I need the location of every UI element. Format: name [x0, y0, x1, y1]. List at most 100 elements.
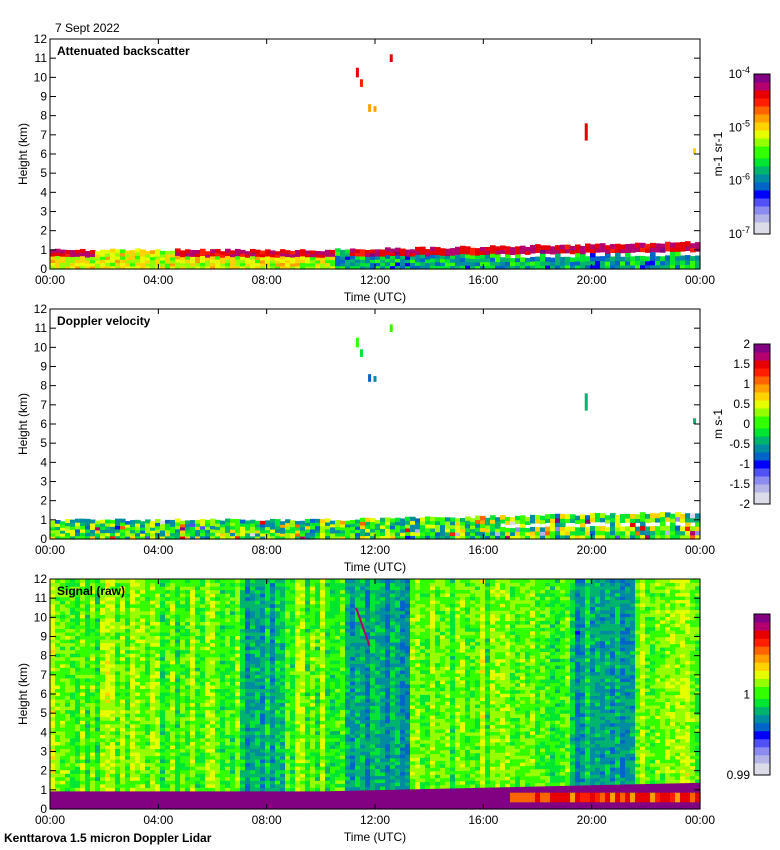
- heatmap-cell: [220, 526, 226, 531]
- heatmap-cell: [100, 649, 106, 654]
- heatmap-cell: [185, 748, 191, 753]
- heatmap-cell: [180, 660, 186, 665]
- heatmap-cell: [385, 254, 391, 259]
- heatmap-cell: [565, 260, 571, 266]
- heatmap-cell: [220, 730, 226, 735]
- y-tick-label: 8: [40, 379, 47, 393]
- heatmap-cell: [180, 670, 186, 675]
- heatmap-cell: [260, 259, 266, 264]
- heatmap-cell: [260, 586, 266, 591]
- heatmap-cell: [70, 691, 76, 697]
- heatmap-cell: [415, 257, 421, 263]
- heatmap-cell: [155, 259, 161, 264]
- heatmap-cell: [280, 702, 286, 707]
- heatmap-cell: [55, 610, 61, 615]
- heatmap-cell: [50, 259, 56, 264]
- heatmap-cell: [490, 265, 496, 270]
- heatmap-cell: [175, 723, 181, 728]
- heatmap-cell: [635, 247, 641, 253]
- heatmap-cell: [415, 521, 421, 526]
- heatmap-cell: [220, 699, 226, 704]
- heatmap-cell: [110, 262, 116, 267]
- heatmap-cell: [280, 741, 286, 746]
- heatmap-cell: [650, 251, 656, 257]
- heatmap-cell: [175, 582, 181, 587]
- heatmap-cell: [220, 727, 226, 732]
- heatmap-cell: [215, 699, 221, 704]
- heatmap-cell: [250, 681, 256, 686]
- heatmap-cell: [85, 695, 91, 700]
- heatmap-cell: [485, 265, 491, 270]
- heatmap-cell: [120, 252, 126, 257]
- heatmap-cell: [225, 751, 231, 757]
- heatmap-cell: [170, 519, 176, 524]
- heatmap-cell: [170, 670, 176, 675]
- heatmap-cell: [155, 639, 161, 644]
- heatmap-cell: [85, 653, 91, 658]
- heatmap-cell: [270, 635, 276, 640]
- heatmap-cell: [110, 596, 116, 601]
- heatmap-cell: [305, 713, 311, 718]
- heatmap-cell: [365, 535, 371, 540]
- heatmap-cell: [300, 773, 306, 778]
- heatmap-cell: [680, 246, 686, 252]
- heatmap-cell: [205, 614, 211, 619]
- heatmap-cell: [460, 265, 466, 270]
- heatmap-cell: [195, 653, 201, 658]
- heatmap-cell: [380, 252, 386, 257]
- heatmap-cell: [65, 780, 71, 785]
- heatmap-cell: [240, 716, 246, 721]
- heatmap-cell: [405, 535, 411, 540]
- heatmap-cell: [150, 709, 156, 714]
- heatmap-cell: [150, 628, 156, 633]
- heatmap-cell: [205, 709, 211, 714]
- heatmap-cell: [145, 610, 151, 615]
- heatmap-cell: [215, 688, 221, 693]
- heatmap-cell: [415, 265, 421, 270]
- heatmap-cell: [50, 783, 56, 788]
- heatmap-cell: [380, 531, 386, 537]
- heatmap-cell: [560, 248, 566, 254]
- heatmap-cell: [490, 257, 496, 262]
- heatmap-cell: [475, 523, 481, 528]
- heatmap-cell: [260, 262, 266, 267]
- heatmap-cell: [105, 744, 111, 750]
- heatmap-cell: [100, 586, 106, 591]
- heatmap-cell: [145, 256, 151, 261]
- heatmap-cell: [285, 737, 291, 742]
- heatmap-cell: [220, 674, 226, 679]
- heatmap-cell: [60, 642, 66, 647]
- heatmap-cell: [240, 522, 246, 527]
- heatmap-cell: [160, 265, 166, 270]
- heatmap-cell: [285, 759, 291, 764]
- heatmap-cell: [290, 600, 296, 605]
- heatmap-cell: [195, 751, 201, 757]
- heatmap-cell: [130, 265, 136, 270]
- heatmap-cell: [110, 730, 116, 735]
- heatmap-cell: [245, 706, 251, 711]
- heatmap-cell: [210, 660, 216, 665]
- heatmap-cell: [205, 610, 211, 615]
- heatmap-cell: [195, 253, 201, 257]
- heatmap-cell: [250, 727, 256, 732]
- heatmap-cell: [210, 709, 216, 714]
- heatmap-cell: [160, 582, 166, 587]
- heatmap-cell: [110, 780, 116, 785]
- heatmap-cell: [255, 677, 261, 682]
- heatmap-cell: [375, 519, 381, 524]
- heatmap-cell: [180, 702, 186, 707]
- heatmap-cell: [280, 656, 286, 661]
- heatmap-cell: [225, 730, 231, 735]
- heatmap-cell: [195, 674, 201, 679]
- heatmap-cell: [395, 521, 401, 526]
- heatmap-cell: [235, 252, 241, 257]
- heatmap-cell: [120, 667, 126, 672]
- heatmap-cell: [165, 603, 171, 608]
- heatmap-cell: [70, 755, 76, 760]
- heatmap-cell: [135, 639, 141, 644]
- heatmap-cell: [120, 525, 126, 530]
- heatmap-cell: [155, 709, 161, 714]
- heatmap-cell: [285, 773, 291, 778]
- heatmap-cell: [255, 684, 261, 690]
- y-tick-label: 9: [40, 90, 47, 104]
